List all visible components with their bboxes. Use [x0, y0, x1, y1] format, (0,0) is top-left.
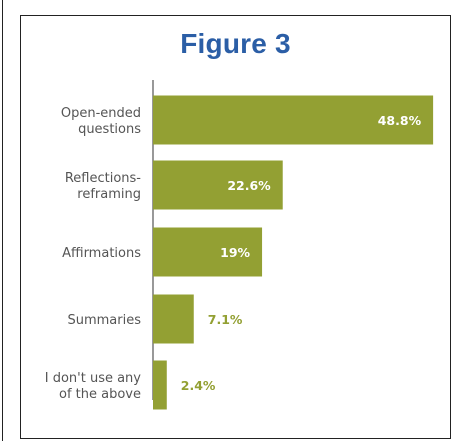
bar-value-label: 22.6%: [227, 178, 271, 193]
bar: [153, 160, 283, 210]
bar-value-label: 19%: [220, 245, 250, 260]
category-label: Open-ended questions: [61, 106, 141, 137]
category-label: Summaries: [67, 313, 141, 328]
bar-value-label: 7.1%: [208, 312, 243, 327]
bar: [153, 95, 434, 145]
category-label: Reflections-reframing: [65, 171, 141, 202]
bar: [153, 360, 167, 410]
category-label: I don't use any of the above: [45, 371, 142, 402]
bar: [153, 294, 194, 344]
category-label: Affirmations: [62, 246, 141, 261]
bar-value-label: 2.4%: [181, 378, 216, 393]
left-border-rule: [2, 0, 3, 441]
figure-frame: [20, 15, 451, 439]
bar-value-label: 48.8%: [378, 113, 422, 128]
chart-title: Figure 3: [180, 28, 291, 59]
bar: [153, 227, 263, 277]
